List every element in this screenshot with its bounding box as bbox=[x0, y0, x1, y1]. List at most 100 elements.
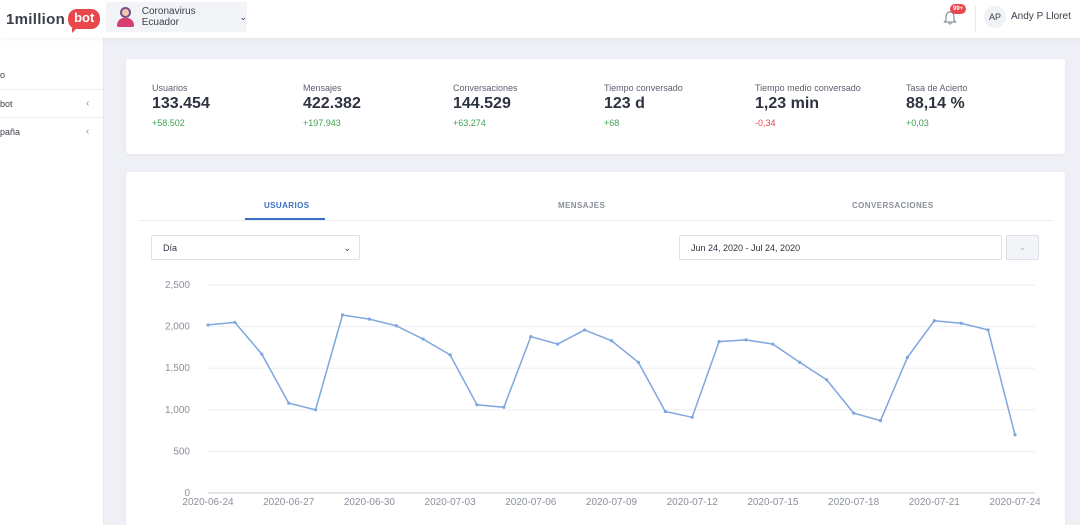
date-range-toggle-button[interactable]: ⌄ bbox=[1006, 235, 1039, 260]
granularity-value: Día bbox=[163, 243, 178, 253]
data-point bbox=[314, 408, 318, 412]
data-point bbox=[959, 321, 963, 325]
user-avatar[interactable]: AP bbox=[984, 6, 1006, 28]
chevron-down-icon: ⌄ bbox=[1019, 243, 1026, 252]
y-tick-label: 2,000 bbox=[165, 322, 190, 333]
x-tick-label: 2020-07-06 bbox=[505, 497, 557, 508]
data-point bbox=[717, 339, 721, 344]
logo-bubble: bot bbox=[68, 9, 101, 33]
tab-usuarios[interactable]: USUARIOS bbox=[264, 201, 310, 210]
kpi-conversaciones: Conversaciones 144.529 +63.274 bbox=[453, 83, 518, 128]
data-point bbox=[233, 320, 237, 325]
sidebar-divider bbox=[0, 89, 104, 90]
sidebar-item-campania[interactable]: paña ‹ bbox=[0, 118, 104, 147]
data-point bbox=[206, 323, 210, 327]
data-point bbox=[636, 360, 640, 364]
data-point bbox=[367, 317, 371, 321]
kpi-value: 144.529 bbox=[453, 95, 511, 112]
x-tick-label: 2020-06-30 bbox=[344, 497, 396, 508]
kpi-label: Tasa de Acierto bbox=[906, 83, 968, 93]
tab-conversaciones[interactable]: CONVERSACIONES bbox=[852, 201, 934, 210]
kpi-delta: +197.943 bbox=[303, 118, 341, 128]
data-point bbox=[529, 334, 533, 339]
sidebar-divider bbox=[0, 117, 104, 118]
usuarios-line-chart: 0 500 1,000 1,500 2,000 2,500 2020-06-24 2020-0… bbox=[165, 280, 1041, 508]
data-point bbox=[771, 342, 775, 346]
data-point bbox=[878, 419, 883, 423]
x-tick-label: 2020-06-27 bbox=[263, 497, 315, 508]
kpi-label: Conversaciones bbox=[453, 83, 518, 93]
kpi-label: Tiempo conversado bbox=[604, 83, 683, 93]
data-point bbox=[1013, 433, 1017, 437]
data-point bbox=[556, 342, 560, 346]
kpi-tiempo-conversado: Tiempo conversado 123 d +68 bbox=[604, 83, 683, 128]
data-point bbox=[663, 409, 667, 414]
data-point bbox=[986, 328, 990, 332]
data-point bbox=[609, 339, 614, 343]
x-tick-label: 2020-07-24 bbox=[989, 497, 1041, 508]
x-tick-label: 2020-07-15 bbox=[747, 497, 799, 508]
sidebar-item-label: o bbox=[0, 70, 6, 80]
chevron-down-icon: ⌄ bbox=[239, 11, 247, 22]
data-point bbox=[448, 353, 452, 357]
series-line bbox=[207, 314, 1016, 435]
x-tick-label: 2020-06-24 bbox=[182, 497, 234, 508]
y-tick-label: 1,500 bbox=[165, 363, 190, 374]
kpi-delta: +68 bbox=[604, 118, 620, 128]
chevron-down-icon: ⌄ bbox=[343, 243, 351, 253]
data-point bbox=[421, 337, 425, 341]
kpi-mensajes: Mensajes 422.382 +197.943 bbox=[303, 83, 361, 128]
x-tick-label: 2020-07-09 bbox=[586, 497, 638, 508]
kpi-delta: -0,34 bbox=[755, 118, 776, 128]
user-name[interactable]: Andy P Lloret bbox=[1011, 11, 1071, 22]
y-tick-label: 0 bbox=[184, 488, 190, 499]
data-point bbox=[905, 355, 910, 359]
data-point bbox=[852, 411, 856, 415]
date-range-value: Jun 24, 2020 - Jul 24, 2020 bbox=[691, 243, 801, 253]
sidebar: o bot ‹ paña ‹ bbox=[0, 38, 104, 525]
notification-badge: 99+ bbox=[950, 4, 967, 14]
header-divider bbox=[975, 6, 976, 32]
kpi-tasa-acierto: Tasa de Acierto 88,14 % +0,03 bbox=[906, 83, 968, 128]
sidebar-item-label: bot bbox=[0, 99, 13, 109]
bot-name: Coronavirus Ecuador bbox=[141, 6, 196, 28]
kpi-delta: +63.274 bbox=[453, 118, 486, 128]
x-tick-label: 2020-07-03 bbox=[425, 497, 477, 508]
granularity-select[interactable]: Día ⌄ bbox=[151, 235, 360, 260]
kpi-value: 1,23 min bbox=[755, 95, 820, 112]
data-point bbox=[798, 360, 802, 364]
bot-avatar-icon bbox=[116, 6, 134, 28]
data-point bbox=[260, 352, 264, 356]
tabs-divider bbox=[138, 220, 1053, 221]
data-point bbox=[287, 401, 291, 405]
sidebar-item-label: paña bbox=[0, 127, 21, 137]
tab-mensajes[interactable]: MENSAJES bbox=[558, 201, 606, 210]
kpi-label: Usuarios bbox=[152, 83, 188, 93]
data-point bbox=[583, 328, 587, 332]
kpi-label: Mensajes bbox=[303, 83, 342, 93]
kpi-tiempo-medio: Tiempo medio conversado 1,23 min -0,34 bbox=[755, 83, 861, 128]
active-tab-indicator bbox=[245, 218, 325, 220]
kpi-delta: +0,03 bbox=[906, 118, 929, 128]
sidebar-item-0[interactable]: o bbox=[0, 61, 104, 90]
data-point bbox=[394, 324, 398, 328]
data-point bbox=[690, 415, 694, 419]
chevron-left-icon: ‹ bbox=[86, 98, 90, 109]
app-logo[interactable]: 1million bot bbox=[6, 8, 101, 33]
data-point bbox=[932, 319, 936, 323]
chevron-left-icon: ‹ bbox=[86, 126, 90, 137]
y-tick-label: 2,500 bbox=[165, 280, 190, 291]
data-point bbox=[340, 313, 345, 317]
date-range-input[interactable]: Jun 24, 2020 - Jul 24, 2020 bbox=[679, 235, 1002, 260]
data-point bbox=[502, 405, 506, 409]
logo-text: 1million bbox=[6, 10, 66, 28]
kpi-value: 133.454 bbox=[152, 95, 210, 112]
kpi-delta: +58.502 bbox=[152, 118, 185, 128]
y-tick-label: 1,000 bbox=[165, 405, 190, 416]
data-point bbox=[825, 378, 829, 382]
sidebar-item-bot[interactable]: bot ‹ bbox=[0, 90, 104, 119]
kpi-value: 88,14 % bbox=[906, 95, 965, 112]
data-point bbox=[744, 338, 748, 342]
bot-selector-dropdown[interactable]: Coronavirus Ecuador ⌄ bbox=[106, 2, 247, 32]
x-tick-label: 2020-07-18 bbox=[828, 497, 880, 508]
